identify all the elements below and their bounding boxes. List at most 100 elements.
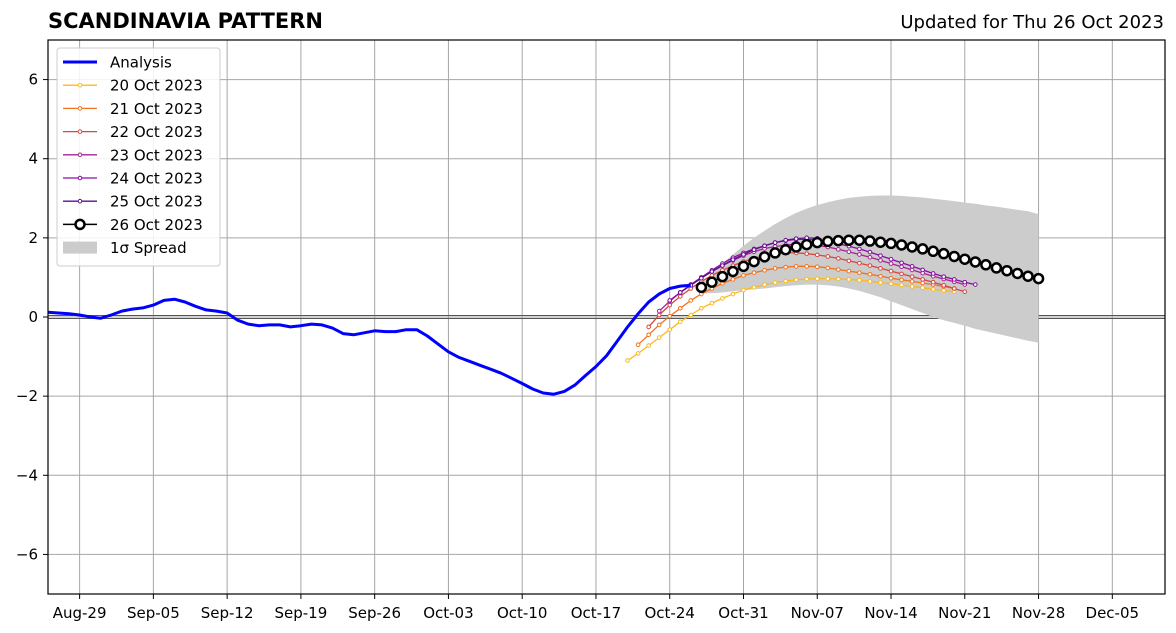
- forecast-point: [836, 276, 841, 282]
- forecast-point: [772, 266, 778, 271]
- forecast-point: [635, 351, 641, 356]
- forecast-point: [699, 275, 704, 281]
- forecast-point: [867, 279, 873, 284]
- forecast-point: [885, 237, 897, 250]
- forecast-point: [927, 245, 939, 258]
- legend: Analysis 20 Oct 2023 21 Oct 2023 22 Oct 202…: [56, 47, 221, 267]
- forecast-point: [864, 235, 876, 247]
- forecast-point: [769, 247, 781, 259]
- forecast-point: [920, 280, 925, 286]
- legend-entry: 1σ Spread: [63, 239, 187, 257]
- forecast-point: [730, 257, 736, 262]
- forecast-point: [656, 322, 662, 328]
- forecast-point: [790, 241, 802, 253]
- legend-label: 24 Oct 2023: [110, 170, 203, 188]
- forecast-point: [1001, 264, 1013, 277]
- forecast-point: [888, 275, 894, 281]
- forecast-point: [843, 234, 855, 246]
- forecast-point: [656, 312, 662, 318]
- x-tick-label: Sep-19: [275, 604, 328, 622]
- forecast-point: [836, 247, 841, 252]
- forecast-point: [941, 274, 947, 279]
- forecast-point: [888, 268, 894, 274]
- y-tick-label: −6: [16, 545, 38, 563]
- forecast-point: [867, 254, 873, 260]
- legend-entry: 23 Oct 2023: [63, 146, 203, 164]
- forecast-point: [737, 260, 750, 273]
- legend-marker: [77, 175, 83, 181]
- forecast-point: [878, 266, 883, 271]
- forecast-point: [857, 270, 862, 275]
- x-tick-label: Sep-05: [127, 604, 180, 622]
- forecast-point: [853, 234, 866, 246]
- forecast-point: [962, 279, 968, 285]
- y-tick-label: 2: [28, 229, 38, 247]
- axes-layer: Aug-29 Sep-05 Sep-12 Sep-19 Sep-26 Oct-03 Oct-…: [16, 39, 1166, 622]
- forecast-point: [888, 281, 894, 287]
- forecast-point: [930, 287, 936, 292]
- legend-label: 26 Oct 2023: [110, 216, 203, 234]
- forecast-point: [1011, 267, 1024, 280]
- spread-layer: [701, 195, 1039, 343]
- forecast-point: [741, 287, 746, 293]
- x-tick-label: Sep-12: [201, 604, 254, 622]
- forecast-point: [677, 305, 683, 311]
- legend-entry: 21 Oct 2023: [63, 100, 203, 118]
- forecast-point: [909, 267, 915, 273]
- forecast-point: [822, 235, 834, 248]
- forecast-point: [874, 236, 887, 248]
- forecast-point: [741, 273, 746, 278]
- forecast-point: [825, 254, 831, 259]
- legend-label: 22 Oct 2023: [110, 123, 203, 141]
- x-tick-label: Oct-24: [645, 604, 695, 622]
- forecast-point: [825, 265, 831, 271]
- legend-swatch: [63, 241, 97, 254]
- forecast-point: [730, 291, 736, 297]
- forecast-point: [635, 342, 641, 348]
- forecast-point: [779, 243, 792, 256]
- forecast-point: [959, 253, 971, 265]
- forecast-point: [857, 246, 862, 252]
- forecast-point: [857, 260, 862, 266]
- forecast-point: [677, 290, 683, 295]
- forecast-point: [656, 335, 662, 340]
- forecast-point: [730, 277, 736, 282]
- forecast-point: [709, 300, 715, 306]
- forecast-point: [751, 270, 757, 275]
- legend-entry: 25 Oct 2023: [63, 193, 203, 211]
- series-layer: [47, 234, 1045, 396]
- forecast-point: [804, 251, 810, 256]
- forecast-point: [762, 268, 767, 273]
- forecast-point: [909, 284, 915, 289]
- forecast-point: [930, 271, 936, 276]
- forecast-point: [920, 285, 925, 291]
- forecast-series: [695, 234, 1045, 294]
- forecast-point: [727, 265, 739, 278]
- forecast-point: [772, 240, 778, 245]
- forecast-point: [762, 243, 767, 249]
- forecast-point: [709, 269, 715, 274]
- legend-marker: [74, 218, 86, 231]
- forecast-point: [909, 264, 915, 269]
- legend-label: 21 Oct 2023: [110, 100, 203, 118]
- legend-marker: [77, 152, 83, 158]
- forecast-point: [867, 249, 873, 255]
- forecast-point: [857, 277, 862, 283]
- x-tick-label: Oct-31: [718, 604, 768, 622]
- forecast-point: [990, 262, 1003, 274]
- forecast-point: [741, 252, 746, 257]
- x-tick-label: Dec-05: [1086, 604, 1140, 622]
- forecast-point: [646, 332, 651, 338]
- forecast-point: [656, 308, 662, 314]
- forecast-point: [899, 264, 904, 270]
- forecast-point: [793, 236, 799, 241]
- forecast-point: [899, 282, 904, 288]
- forecast-point: [895, 239, 908, 251]
- forecast-point: [973, 282, 978, 287]
- forecast-point: [846, 249, 852, 255]
- forecast-point: [667, 327, 673, 332]
- forecast-point: [1032, 272, 1045, 285]
- forecast-point: [920, 277, 925, 282]
- legend-label: 20 Oct 2023: [110, 77, 203, 95]
